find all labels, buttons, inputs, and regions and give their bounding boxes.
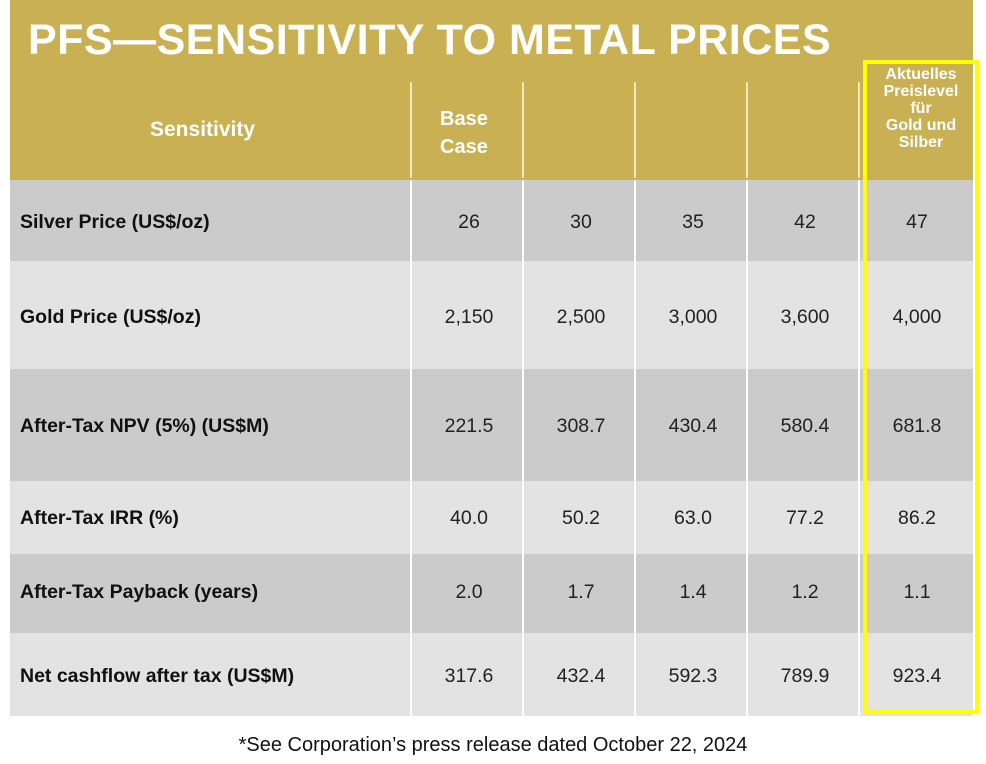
cell-scenario-2: 1.7 (567, 581, 595, 603)
cell-base-case: 2,150 (444, 306, 494, 328)
row-label: Silver Price (US$/oz) (20, 211, 210, 233)
column-divider (746, 180, 748, 716)
cell-scenario-3: 430.4 (668, 415, 718, 437)
cell-scenario-2: 308.7 (556, 415, 606, 437)
cell-base-case: 2.0 (455, 581, 483, 603)
cell-current-level: 1.1 (903, 581, 931, 603)
header-divider (858, 82, 860, 178)
cell-scenario-4: 1.2 (791, 581, 819, 603)
header-base-case: Base Case (440, 108, 488, 158)
column-divider (410, 180, 412, 716)
row-label: Gold Price (US$/oz) (20, 306, 201, 328)
cell-scenario-3: 3,000 (668, 306, 718, 328)
cell-base-case: 40.0 (450, 507, 488, 529)
header-divider (746, 82, 748, 178)
table-header-band (10, 0, 973, 180)
table-row: After-Tax NPV (5%) (US$M) 221.5 308.7 43… (10, 369, 973, 481)
row-label: After-Tax Payback (years) (20, 581, 259, 603)
header-sensitivity: Sensitivity (150, 118, 256, 141)
cell-scenario-3: 35 (682, 211, 704, 233)
footnote: *See Corporation’s press release dated O… (238, 734, 748, 756)
cell-scenario-4: 3,600 (780, 306, 830, 328)
cell-scenario-2: 2,500 (556, 306, 606, 328)
cell-current-level: 4,000 (892, 306, 942, 328)
table-row: Silver Price (US$/oz) 26 30 35 42 47 (10, 180, 973, 261)
table-row: After-Tax Payback (years) 2.0 1.7 1.4 1.… (10, 554, 973, 633)
row-label: Net cashflow after tax (US$M) (20, 665, 295, 687)
cell-scenario-2: 50.2 (562, 507, 600, 529)
header-divider (522, 82, 524, 178)
cell-scenario-2: 30 (570, 211, 592, 233)
cell-scenario-4: 42 (794, 211, 816, 233)
current-price-highlight-box (863, 60, 979, 714)
column-divider (858, 180, 860, 716)
column-divider (522, 180, 524, 716)
column-divider (634, 180, 636, 716)
cell-base-case: 317.6 (444, 665, 494, 687)
cell-current-level: 681.8 (892, 415, 942, 437)
cell-current-level: 86.2 (898, 507, 936, 529)
cell-scenario-2: 432.4 (556, 665, 606, 687)
row-label: After-Tax NPV (5%) (US$M) (20, 415, 269, 437)
cell-scenario-3: 63.0 (674, 507, 712, 529)
table-row: Net cashflow after tax (US$M) 317.6 432.… (10, 633, 973, 716)
cell-scenario-4: 580.4 (780, 415, 830, 437)
cell-current-level: 47 (906, 211, 928, 233)
table-row: After-Tax IRR (%) 40.0 50.2 63.0 77.2 86… (10, 481, 973, 554)
header-current-price-level: Aktuelles Preislevel für Gold und Silber (883, 66, 959, 151)
cell-current-level: 923.4 (892, 665, 942, 687)
cell-scenario-3: 592.3 (668, 665, 718, 687)
cell-base-case: 26 (458, 211, 480, 233)
header-divider (634, 82, 636, 178)
header-divider (410, 82, 412, 178)
table-row: Gold Price (US$/oz) 2,150 2,500 3,000 3,… (10, 261, 973, 369)
cell-scenario-4: 789.9 (780, 665, 830, 687)
row-label: After-Tax IRR (%) (20, 507, 179, 529)
cell-scenario-3: 1.4 (679, 581, 707, 603)
cell-base-case: 221.5 (444, 415, 494, 437)
slide-title: PFS—SENSITIVITY TO METAL PRICES (28, 16, 832, 64)
cell-scenario-4: 77.2 (786, 507, 824, 529)
